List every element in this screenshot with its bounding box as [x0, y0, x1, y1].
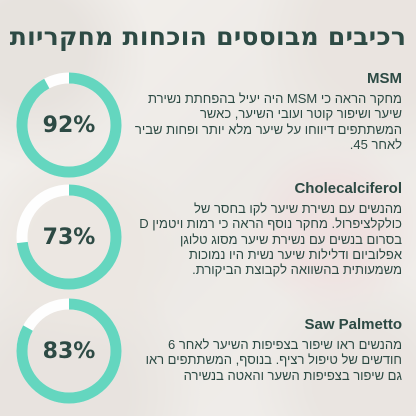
percent-value: 92% [42, 112, 96, 138]
ingredient-description: מהנשים ראו שיפור בצפיפות השיער לאחר 6 חו… [145, 337, 402, 383]
progress-ring: 83% [14, 296, 124, 406]
percent-value: 83% [42, 338, 96, 364]
ingredient-text: Cholecalciferol מהנשים עם נשירת שיער לקו… [134, 180, 402, 277]
ingredient-block-saw-palmetto: 83% Saw Palmetto מהנשים ראו שיפור בצפיפו… [14, 296, 402, 406]
progress-ring: 92% [14, 70, 124, 180]
progress-ring: 73% [14, 182, 124, 292]
progress-ring-graphic [16, 184, 122, 290]
ingredient-name: Saw Palmetto [304, 316, 402, 333]
progress-ring-graphic [16, 298, 122, 404]
ingredient-description: מהנשים עם נשירת שיער לקו בחסר של כולקלצי… [139, 201, 402, 278]
ingredient-block-cholecalciferol: 73% Cholecalciferol מהנשים עם נשירת שיער… [14, 180, 402, 290]
percent-value: 73% [42, 224, 96, 250]
ingredient-name: Cholecalciferol [294, 180, 402, 197]
progress-ring-graphic [16, 72, 122, 178]
ingredient-text: MSM מחקר הראה כי MSM היה יעיל בהפחתת נשי… [134, 70, 402, 152]
ingredient-block-msm: 92% MSM מחקר הראה כי MSM היה יעיל בהפחתת… [14, 70, 402, 180]
ingredient-text: Saw Palmetto מהנשים ראו שיפור בצפיפות הש… [134, 316, 402, 383]
page-title: רכיבים מבוססים הוכחות מחקריות [9, 22, 407, 51]
ingredient-name: MSM [367, 70, 402, 87]
ingredient-description: מחקר הראה כי MSM היה יעיל בהפחתת נשירת ש… [134, 91, 402, 152]
